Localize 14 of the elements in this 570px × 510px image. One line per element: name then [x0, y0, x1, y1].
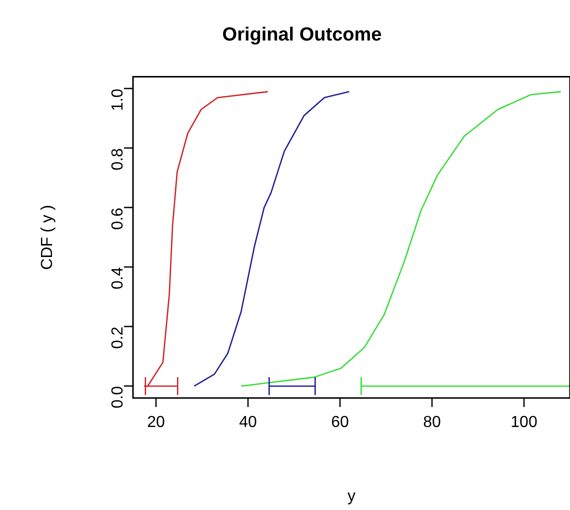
y-tick-label: 0.8 [109, 148, 126, 170]
x-tick-label: 40 [239, 414, 257, 432]
y-tick-label: 0.4 [109, 267, 126, 290]
y-tick-label: 0.2 [109, 326, 126, 349]
x-axis-title: y [348, 488, 356, 505]
x-tick-label: 80 [423, 414, 441, 432]
x-tick-label: 100 [510, 414, 538, 432]
y-tick-label: 0.6 [109, 208, 126, 230]
y-tick-label: 1.0 [109, 88, 126, 111]
chart-title: Original Outcome [222, 24, 382, 46]
x-tick-label: 60 [331, 414, 349, 432]
y-axis-title: CDF ( y ) [39, 204, 56, 270]
y-tick-label: 0.0 [109, 386, 126, 408]
x-tick-label: 20 [147, 414, 165, 432]
